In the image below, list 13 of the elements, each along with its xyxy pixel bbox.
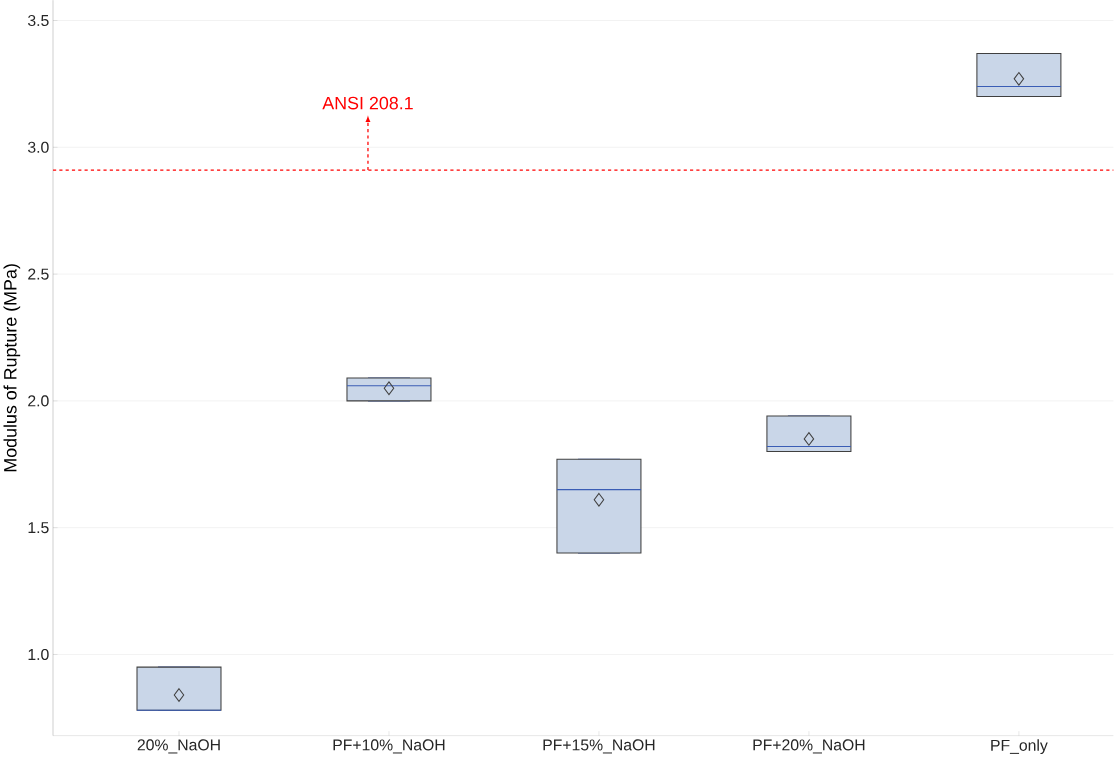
y-tick-label: 1.5 bbox=[28, 522, 49, 534]
y-tick-label: 2.0 bbox=[28, 395, 49, 407]
y-tick-label: 1.0 bbox=[28, 649, 49, 661]
y-tick-label: 3.5 bbox=[27, 15, 49, 27]
y-tick-label: 3.0 bbox=[27, 141, 49, 154]
x-tick-label: 20%_NaOH bbox=[137, 739, 220, 754]
x-tick-label: PF+15%_NaOH bbox=[543, 739, 655, 754]
x-tick-label: PF+20%_NaOH bbox=[753, 739, 865, 754]
ref-line-label: ANSI 208.1 bbox=[322, 97, 413, 110]
y-axis-title: Modulus of Rupture (MPa) bbox=[3, 264, 21, 472]
x-tick-label: PF+10%_NaOH bbox=[333, 739, 445, 754]
y-tick-label: 2.5 bbox=[28, 268, 49, 280]
x-tick-label: PF_only bbox=[991, 739, 1048, 755]
